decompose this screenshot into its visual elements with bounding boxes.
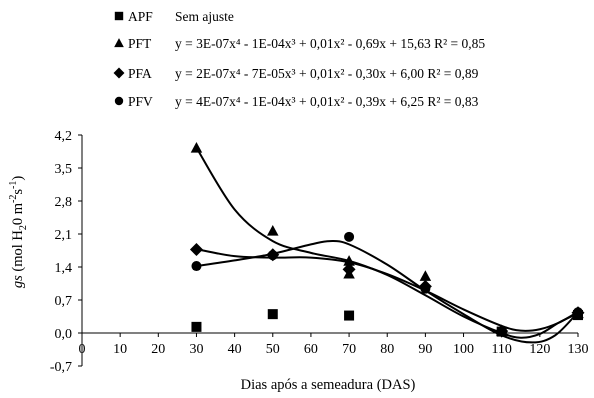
legend-marker-pfv (114, 96, 124, 106)
x-tick-label: 80 (380, 342, 394, 357)
y-tick-label: 1,4 (55, 261, 73, 276)
y-tick-label: -0,7 (50, 360, 72, 375)
x-tick-label: 130 (568, 342, 589, 357)
y-tick-label: 2,8 (55, 195, 73, 210)
data-point-pfv (267, 250, 278, 261)
x-tick-label: 40 (228, 342, 242, 357)
data-point-pfa (342, 262, 356, 276)
data-point-apf (267, 309, 278, 320)
x-tick-label: 30 (189, 342, 203, 357)
y-tick-label: 4,2 (55, 129, 73, 144)
data-points (189, 141, 585, 338)
trend-line-pft (195, 147, 579, 339)
data-point-pfv (420, 283, 431, 294)
x-tick-label: 10 (113, 342, 127, 357)
trend-line-pfa (196, 248, 579, 332)
data-point-apf (191, 321, 202, 332)
legend-marker-pft (114, 38, 124, 48)
legend-equation-pfa: y = 2E-07x⁴ - 7E-05x³ + 0,01x² - 0,30x +… (175, 66, 479, 81)
y-tick-label: 2,1 (55, 228, 73, 243)
x-tick-label: 20 (151, 342, 165, 357)
x-tick-label: 0 (79, 342, 86, 357)
data-point-pfv (191, 261, 202, 272)
trend-lines (195, 147, 579, 344)
data-point-pft (190, 141, 203, 153)
legend-name-pfa: PFA (128, 66, 152, 81)
legend-equation-pfv: y = 4E-07x⁴ - 1E-04x³ + 0,01x² - 0,39x +… (175, 94, 479, 109)
x-tick-label: 70 (342, 342, 356, 357)
x-tick-label: 60 (304, 342, 318, 357)
x-axis-label: Dias após a semeadura (DAS) (241, 377, 416, 393)
x-tick-label: 50 (266, 342, 280, 357)
data-point-pfv (573, 307, 583, 318)
data-point-pft (267, 224, 279, 236)
data-point-pft (343, 255, 355, 266)
legend-marker-apf (114, 11, 124, 21)
x-tick-label: 90 (418, 342, 432, 357)
x-tick-label: 100 (453, 342, 474, 357)
y-axis-label: gs (mol H20 m-2s-1) (8, 176, 29, 289)
legend-name-pft: PFT (128, 36, 152, 51)
y-tick-label: 0,0 (55, 327, 73, 342)
y-tick-label: 3,5 (55, 162, 73, 177)
data-point-apf (344, 310, 355, 321)
trend-line-pfv (196, 240, 579, 344)
legend: APF Sem ajuste PFT y = 3E-07x⁴ - 1E-04x³ + … (113, 9, 485, 109)
legend-name-pfv: PFV (128, 94, 153, 109)
legend-equation-apf: Sem ajuste (175, 9, 234, 24)
y-tick-label: 0,7 (55, 294, 73, 309)
x-tick-label: 110 (491, 342, 511, 357)
axes: -0,7 0,0 0,7 1,4 2,1 2,8 3,5 4,2 0 10 20 30 40 50 60 70… (50, 129, 589, 375)
data-point-pfv (496, 326, 507, 337)
data-point-pfv (344, 231, 355, 242)
data-point-pfa (189, 243, 203, 257)
legend-name-apf: APF (128, 9, 153, 24)
x-tick-label: 120 (529, 342, 550, 357)
data-point-pft (419, 270, 432, 281)
legend-equation-pft: y = 3E-07x⁴ - 1E-04x³ + 0,01x² - 0,69x +… (175, 36, 485, 51)
legend-marker-pfa (113, 67, 125, 79)
